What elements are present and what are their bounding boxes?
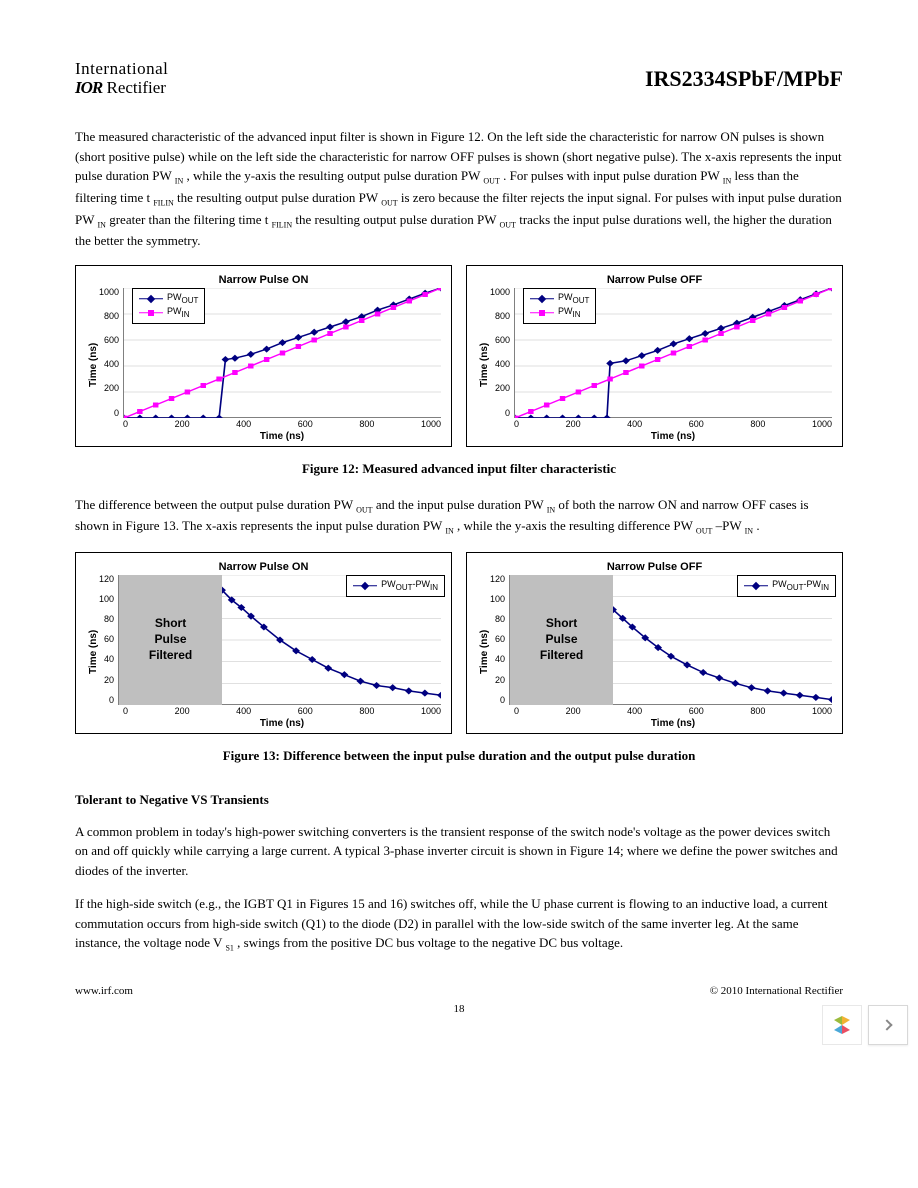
chart-legend: PWOUTPWIN bbox=[132, 288, 205, 324]
chart-title: Narrow Pulse ON bbox=[86, 561, 441, 573]
figure-12-caption: Figure 12: Measured advanced input filte… bbox=[75, 461, 843, 477]
nav-next-button[interactable] bbox=[868, 1005, 908, 1045]
fig12-left-chart: Narrow Pulse ONTime (ns)1000800600400200… bbox=[75, 265, 452, 447]
chart-xlabel: Time (ns) bbox=[514, 431, 832, 442]
logo-ior: IOR bbox=[75, 79, 102, 98]
company-logo: International IOR Rectifier bbox=[75, 60, 168, 97]
page-number: 18 bbox=[75, 1003, 843, 1015]
filtered-region: ShortPulseFiltered bbox=[510, 575, 613, 705]
chart-legend: PWOUT-PWIN bbox=[737, 575, 836, 597]
chart-xticks: 02004006008001000 bbox=[123, 707, 441, 716]
part-number: IRS2334SPbF/MPbF bbox=[645, 66, 843, 92]
fig13-left-chart: Narrow Pulse ONTime (ns)120100806040200S… bbox=[75, 552, 452, 734]
chart-ylabel: Time (ns) bbox=[86, 288, 99, 442]
figure-13-caption: Figure 13: Difference between the input … bbox=[75, 748, 843, 764]
figure-13-row: Narrow Pulse ONTime (ns)120100806040200S… bbox=[75, 552, 843, 734]
chart-legend: PWOUT-PWIN bbox=[346, 575, 445, 597]
nav-logo-icon[interactable] bbox=[822, 1005, 862, 1045]
paragraph-4: If the high-side switch (e.g., the IGBT … bbox=[75, 894, 843, 955]
chart-xticks: 02004006008001000 bbox=[514, 420, 832, 429]
chart-title: Narrow Pulse OFF bbox=[477, 561, 832, 573]
section-heading: Tolerant to Negative VS Transients bbox=[75, 792, 843, 808]
page-footer: www.irf.com © 2010 International Rectifi… bbox=[75, 985, 843, 997]
chart-yticks: 120100806040200 bbox=[490, 575, 509, 705]
figure-12-row: Narrow Pulse ONTime (ns)1000800600400200… bbox=[75, 265, 843, 447]
chart-xlabel: Time (ns) bbox=[514, 718, 832, 729]
paragraph-3: A common problem in today's high-power s… bbox=[75, 822, 843, 881]
chart-title: Narrow Pulse ON bbox=[86, 274, 441, 286]
filtered-region: ShortPulseFiltered bbox=[119, 575, 222, 705]
fig13-right-chart: Narrow Pulse OFFTime (ns)120100806040200… bbox=[466, 552, 843, 734]
chart-title: Narrow Pulse OFF bbox=[477, 274, 832, 286]
fig12-right-chart: Narrow Pulse OFFTime (ns)100080060040020… bbox=[466, 265, 843, 447]
paragraph-2: The difference between the output pulse … bbox=[75, 495, 843, 538]
chart-yticks: 120100806040200 bbox=[99, 575, 118, 705]
logo-brand-line2: Rectifier bbox=[106, 78, 165, 97]
chart-xlabel: Time (ns) bbox=[123, 718, 441, 729]
chart-yticks: 10008006004002000 bbox=[99, 288, 123, 418]
chart-yticks: 10008006004002000 bbox=[490, 288, 514, 418]
logo-brand-line1: International bbox=[75, 60, 168, 79]
chart-ylabel: Time (ns) bbox=[477, 575, 490, 729]
footer-url: www.irf.com bbox=[75, 985, 133, 997]
chevron-right-icon bbox=[881, 1019, 892, 1030]
chart-ylabel: Time (ns) bbox=[477, 288, 490, 442]
paragraph-1: The measured characteristic of the advan… bbox=[75, 127, 843, 250]
page-header: International IOR Rectifier IRS2334SPbF/… bbox=[75, 60, 843, 97]
nav-widget bbox=[822, 1005, 908, 1045]
chart-xlabel: Time (ns) bbox=[123, 431, 441, 442]
chart-ylabel: Time (ns) bbox=[86, 575, 99, 729]
chart-legend: PWOUTPWIN bbox=[523, 288, 596, 324]
chart-xticks: 02004006008001000 bbox=[123, 420, 441, 429]
chart-xticks: 02004006008001000 bbox=[514, 707, 832, 716]
footer-copyright: © 2010 International Rectifier bbox=[710, 985, 843, 997]
